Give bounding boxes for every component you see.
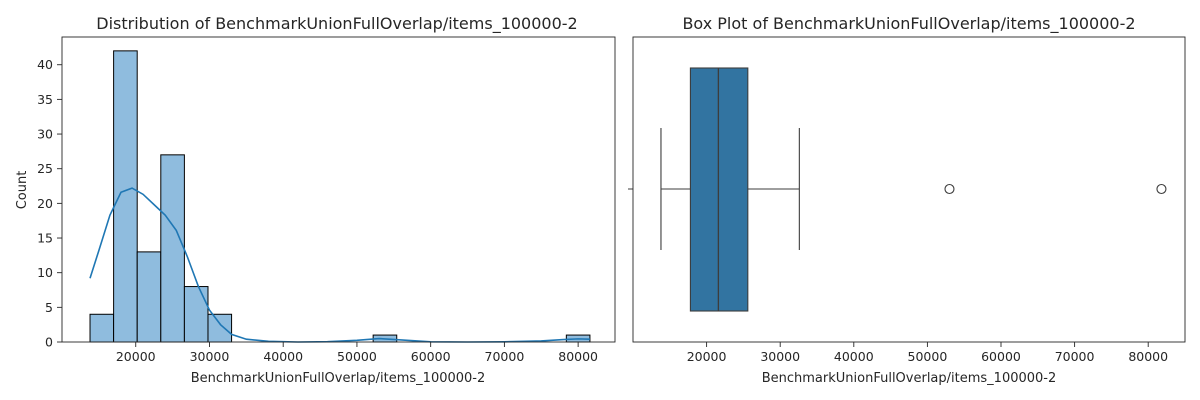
- boxplot-x-tick-label: 30000: [760, 349, 800, 364]
- histogram-title: Distribution of BenchmarkUnionFullOverla…: [96, 14, 577, 34]
- histogram-x-tick-label: 60000: [411, 349, 451, 364]
- histogram-y-tick-label: 10: [37, 265, 53, 280]
- histogram-y-ticks: 0 5 10 15 20 25 30 35 40: [37, 57, 62, 350]
- boxplot-x-ticks: 20000 30000 40000 50000 60000 70000 80000: [687, 342, 1168, 364]
- histogram-y-tick-label: 40: [37, 57, 53, 72]
- histogram-bar: [207, 313, 233, 343]
- boxplot-x-tick-label: 40000: [834, 349, 874, 364]
- histogram-x-tick-label: 40000: [263, 349, 303, 364]
- boxplot-plot-frame: [632, 36, 1186, 343]
- histogram-y-axis-title: Count: [15, 171, 30, 210]
- histogram-bar: [160, 154, 185, 343]
- histogram-y-tick-label: 20: [37, 196, 53, 211]
- histogram-y-tick-label: 35: [37, 92, 53, 107]
- histogram-bar: [89, 313, 115, 343]
- histogram-y-tick-label: 0: [45, 335, 53, 350]
- histogram-y-tick-label: 5: [45, 300, 53, 315]
- boxplot-elements: [660, 67, 1167, 312]
- outlier-point: [1156, 183, 1167, 195]
- boxplot-panel: Box Plot of BenchmarkUnionFullOverlap/it…: [628, 14, 1186, 386]
- boxplot-x-tick-label: 60000: [981, 349, 1021, 364]
- histogram-x-tick-label: 30000: [190, 349, 230, 364]
- histogram-bar: [183, 286, 209, 343]
- histogram-x-ticks: 20000 30000 40000 50000 60000 70000 80000: [116, 342, 598, 364]
- histogram-x-axis-title: BenchmarkUnionFullOverlap/items_100000-2: [191, 371, 486, 386]
- histogram-plot-frame: [61, 36, 616, 343]
- boxplot-title: Box Plot of BenchmarkUnionFullOverlap/it…: [682, 14, 1135, 34]
- interquartile-box: [689, 67, 749, 312]
- boxplot-x-tick-label: 50000: [908, 349, 948, 364]
- histogram-x-tick-label: 50000: [337, 349, 377, 364]
- boxplot-x-tick-label: 70000: [1055, 349, 1095, 364]
- histogram-x-tick-label: 80000: [558, 349, 598, 364]
- histogram-x-tick-label: 70000: [485, 349, 525, 364]
- boxplot-x-tick-label: 80000: [1128, 349, 1168, 364]
- histogram-y-tick-label: 15: [37, 231, 53, 246]
- boxplot-x-axis-title: BenchmarkUnionFullOverlap/items_100000-2: [762, 371, 1057, 386]
- boxplot-x-tick-label: 20000: [687, 349, 727, 364]
- histogram-x-tick-label: 20000: [116, 349, 156, 364]
- histogram-bar: [136, 251, 162, 343]
- outlier-point: [944, 183, 955, 195]
- histogram-y-tick-label: 25: [37, 161, 53, 176]
- histogram-panel: Distribution of BenchmarkUnionFullOverla…: [15, 14, 616, 386]
- histogram-bar: [113, 50, 138, 343]
- histogram-bars: [89, 50, 591, 343]
- histogram-y-tick-label: 30: [37, 127, 53, 142]
